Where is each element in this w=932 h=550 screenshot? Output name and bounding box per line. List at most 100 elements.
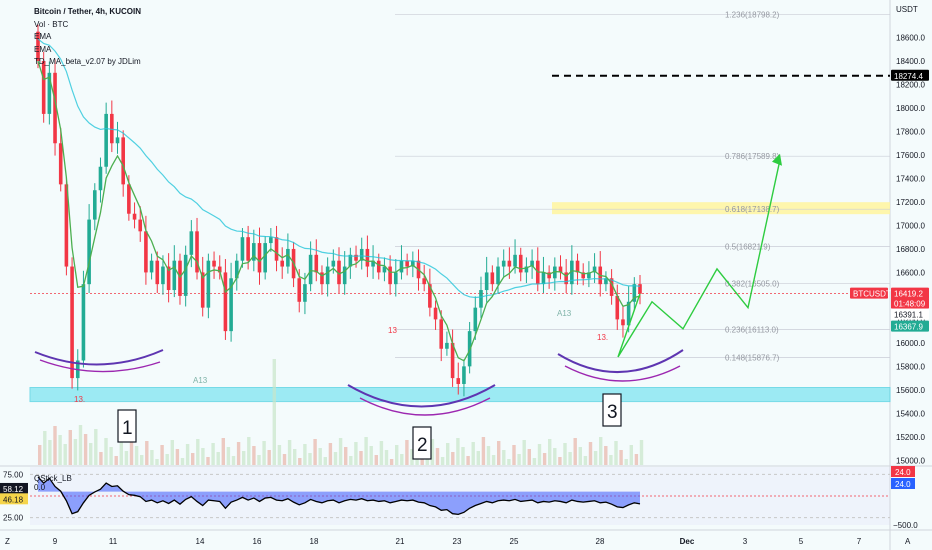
- candle-body: [155, 260, 160, 285]
- fib-label: 1.236(18798.2): [725, 10, 780, 19]
- fib-label: 0.382(16505.0): [725, 280, 780, 289]
- volume-bar: [389, 459, 394, 465]
- pattern-arc: [359, 397, 491, 416]
- volume-bar: [211, 443, 215, 465]
- candle-body: [371, 260, 375, 267]
- volume-bar: [405, 440, 409, 465]
- volume-bar: [563, 443, 567, 465]
- annotation-box-label: 2: [417, 435, 428, 456]
- volume-bar: [446, 443, 450, 465]
- volume-bar: [328, 443, 333, 465]
- time-tick: 16: [253, 537, 262, 546]
- candle-body: [269, 237, 273, 244]
- volume-bar: [272, 359, 276, 465]
- volume-bar: [379, 441, 384, 465]
- candle-body: [632, 284, 637, 302]
- volume-bar: [313, 439, 317, 465]
- volume-bar: [639, 440, 644, 465]
- candle-body: [575, 260, 580, 273]
- candle-body: [189, 231, 194, 255]
- candle-body: [286, 248, 290, 267]
- td-step-line: [37, 60, 641, 362]
- volume-bar: [231, 456, 236, 465]
- candle-body: [626, 301, 631, 326]
- volume-bar: [333, 452, 338, 465]
- annotation-box: [412, 426, 432, 460]
- osc-right-badge: [891, 478, 915, 489]
- candle-body: [473, 307, 478, 332]
- candle-body: [337, 260, 341, 285]
- candle-body: [320, 272, 324, 285]
- qstick-fill: [38, 476, 640, 515]
- volume-bar: [155, 459, 159, 465]
- volume-bar: [344, 447, 348, 465]
- candle-body: [92, 190, 97, 220]
- candle-body: [422, 278, 426, 285]
- volume-bar: [165, 454, 169, 465]
- volume-bar: [614, 441, 618, 465]
- candle-body: [240, 237, 245, 261]
- candle-body: [399, 260, 404, 273]
- volume-bar: [512, 445, 516, 465]
- osc-badge: [0, 493, 28, 505]
- annotation-box-label: 3: [607, 402, 618, 423]
- volume-bar: [63, 444, 67, 465]
- volume-bar: [38, 445, 42, 465]
- volume-bar: [507, 459, 511, 465]
- candle-body: [274, 237, 279, 261]
- volume-bar: [114, 456, 118, 465]
- candle-body: [257, 243, 262, 273]
- candle-body: [172, 260, 177, 291]
- volume-bar: [318, 448, 322, 465]
- volume-bar: [532, 458, 537, 465]
- volume-bar: [293, 449, 297, 465]
- legend-td-indicator: TD_MA_beta_v2.07 by JDLim: [34, 57, 141, 66]
- candle-body: [297, 278, 302, 302]
- price-badge: [891, 287, 929, 299]
- candle-body: [553, 266, 557, 279]
- volume-bar: [502, 450, 506, 465]
- auto-scale-toggle[interactable]: A: [905, 537, 911, 546]
- candle-body: [354, 254, 358, 261]
- volume-bar: [78, 425, 83, 465]
- candle-body: [615, 295, 620, 320]
- td-count-label: 13.: [597, 333, 608, 342]
- candle-body: [541, 272, 546, 285]
- candle-body: [41, 61, 46, 114]
- candle-body: [132, 213, 137, 220]
- volume-bar: [58, 435, 62, 465]
- candle-body: [376, 260, 381, 273]
- candle-body: [405, 260, 409, 267]
- volume-bar: [400, 454, 404, 465]
- candle-body: [581, 272, 586, 279]
- candle-body: [348, 254, 353, 267]
- candle-body: [484, 272, 489, 291]
- volume-bar: [522, 440, 526, 465]
- fib-label: 0.236(16113.0): [725, 326, 779, 335]
- annotation-box: [602, 393, 622, 427]
- candle-body: [439, 319, 444, 349]
- candle-body: [64, 184, 69, 267]
- volume-bar: [527, 449, 531, 465]
- time-tick: 21: [396, 537, 405, 546]
- volume-bar: [593, 451, 598, 465]
- volume-bar: [629, 445, 633, 465]
- osc-right-badge-text: 24.0: [895, 480, 911, 489]
- volume-bar: [619, 450, 623, 465]
- candle-body: [206, 260, 211, 308]
- volume-bar: [53, 426, 57, 465]
- osc-right-badge: [891, 466, 915, 477]
- candle-body: [178, 260, 182, 296]
- zoom-corner[interactable]: Z: [5, 537, 10, 546]
- candle-body: [121, 137, 125, 185]
- pattern-arc: [557, 349, 684, 373]
- volume-bar: [277, 445, 282, 465]
- volume-bar: [89, 443, 93, 465]
- volume-bar: [364, 437, 368, 465]
- candle-body: [115, 137, 120, 144]
- price-badge-text: 18274.4: [894, 72, 923, 81]
- pattern-arc: [39, 359, 161, 373]
- candle-body: [445, 342, 449, 349]
- osc-tick: 46.18: [3, 495, 24, 504]
